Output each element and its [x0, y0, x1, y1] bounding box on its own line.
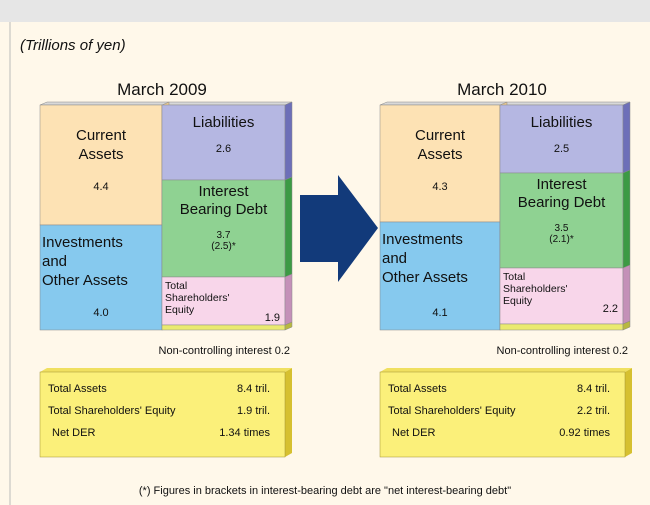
footnote: (*) Figures in brackets in interest-bear…	[139, 485, 511, 497]
liabilities-box-side	[284, 101, 293, 181]
non-controlling-box-side	[622, 320, 631, 331]
summary-value: 8.4 tril.	[237, 383, 270, 395]
top-bar	[0, 0, 650, 22]
investments-label: and	[42, 253, 67, 270]
interest_bearing_debt-label: Interest	[198, 183, 249, 200]
interest-debt-value: 3.7	[217, 230, 231, 241]
liabilities-label: Liabilities	[193, 114, 255, 131]
equity-label: Shareholders'	[165, 292, 229, 304]
interest-debt-box	[161, 179, 286, 278]
equity-value: 1.9	[265, 312, 280, 324]
liabilities-value: 2.5	[554, 143, 569, 155]
summary-value: 0.92 times	[559, 427, 610, 439]
non-controlling-box	[499, 323, 624, 331]
summary-label: Net DER	[392, 427, 435, 439]
investments-label: Other Assets	[42, 272, 128, 289]
current_assets-label: Assets	[78, 146, 123, 163]
equity-box-side	[284, 273, 293, 326]
equity-value: 2.2	[603, 303, 618, 315]
non-controlling-label: Non-controlling interest 0.2	[159, 345, 290, 357]
summary-value: 8.4 tril.	[577, 383, 610, 395]
investments-label: Investments	[382, 231, 463, 248]
summary-box	[39, 371, 286, 458]
summary-value: 2.2 tril.	[577, 405, 610, 417]
current_assets-label: Assets	[417, 146, 462, 163]
current-assets-value: 4.4	[93, 181, 108, 193]
equity-label: Shareholders'	[503, 283, 567, 295]
investments-value: 4.0	[93, 307, 108, 319]
liabilities-label: Liabilities	[531, 114, 593, 131]
summary-top	[380, 368, 632, 372]
equity-label: Total	[503, 271, 525, 283]
current-assets-box	[379, 104, 501, 223]
investments-label: and	[382, 250, 407, 267]
current_assets-label: Current	[415, 127, 466, 144]
non-controlling-label: Non-controlling interest 0.2	[497, 345, 628, 357]
non-controlling-box	[161, 324, 286, 331]
current_assets-label: Current	[76, 127, 127, 144]
interest-debt-value: (2.5)*	[211, 241, 236, 252]
liabilities-box	[161, 104, 286, 181]
investments-label: Investments	[42, 234, 123, 251]
equity-box	[499, 267, 624, 325]
interest-debt-value: (2.1)*	[549, 234, 574, 245]
summary-value: 1.9 tril.	[237, 405, 270, 417]
equity-box-side	[622, 264, 631, 325]
liabilities-box	[499, 104, 624, 174]
summary-label: Total Assets	[48, 383, 107, 395]
summary-box	[379, 371, 626, 458]
equity-label: Equity	[503, 295, 533, 307]
investments-value: 4.1	[432, 307, 447, 319]
period-title: March 2009	[117, 80, 207, 99]
unit-label: (Trillions of yen)	[20, 37, 126, 54]
interest-debt-box-side	[622, 169, 631, 269]
summary-side	[285, 368, 292, 457]
equity-label: Total	[165, 280, 187, 292]
summary-side	[625, 368, 632, 457]
interest-debt-value: 3.5	[555, 223, 569, 234]
interest_bearing_debt-label: Interest	[536, 176, 587, 193]
summary-value: 1.34 times	[219, 427, 270, 439]
summary-label: Total Shareholders' Equity	[388, 405, 516, 417]
current-assets-value: 4.3	[432, 181, 447, 193]
interest-debt-box-side	[284, 176, 293, 278]
non-controlling-box-side	[284, 321, 293, 331]
interest-debt-box	[499, 172, 624, 269]
investments-label: Other Assets	[382, 269, 468, 286]
interest_bearing_debt-label: Bearing Debt	[180, 201, 268, 218]
summary-label: Total Shareholders' Equity	[48, 405, 176, 417]
equity-label: Equity	[165, 304, 195, 316]
arrow	[300, 175, 378, 282]
liabilities-value: 2.6	[216, 143, 231, 155]
investments-box	[379, 221, 501, 331]
period-title: March 2010	[457, 80, 547, 99]
interest_bearing_debt-label: Bearing Debt	[518, 194, 606, 211]
liabilities-box-side	[622, 101, 631, 174]
summary-top	[40, 368, 292, 372]
current-assets-box	[39, 104, 163, 226]
summary-label: Total Assets	[388, 383, 447, 395]
summary-label: Net DER	[52, 427, 95, 439]
